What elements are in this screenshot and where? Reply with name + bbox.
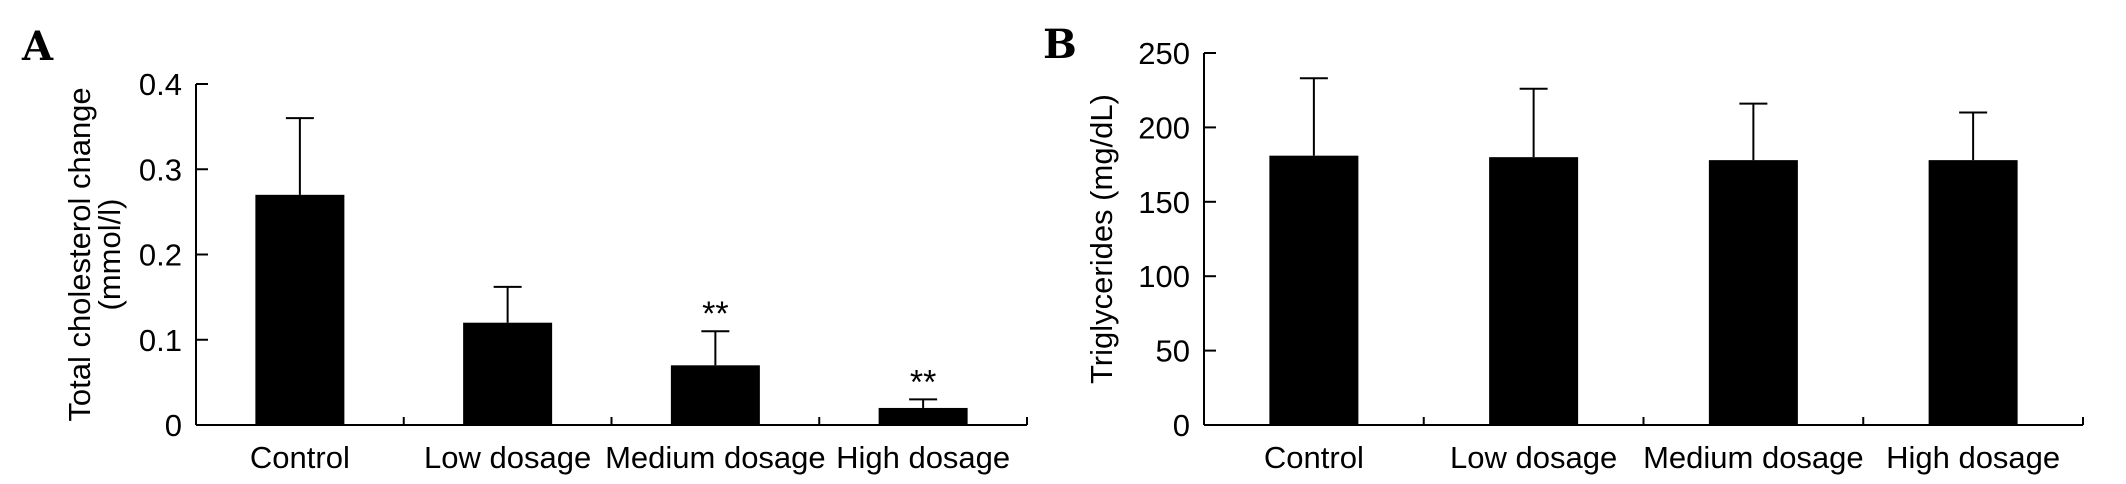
x-tick-label: Medium dosage <box>605 440 826 475</box>
bar <box>1269 155 1359 425</box>
y-tick-label: 0.1 <box>139 323 182 358</box>
significance-marker: ** <box>702 295 728 333</box>
bar <box>1708 160 1798 426</box>
bar <box>1489 157 1579 425</box>
x-tick-label: Medium dosage <box>1643 440 1864 475</box>
panel-b: B 0 50 100 150 200 250 Control Low dosage Medium… <box>1043 21 2084 475</box>
y-tick-label: 150 <box>1138 185 1190 220</box>
y-tick-label: 0.4 <box>139 67 182 102</box>
bar <box>878 407 968 425</box>
bar <box>670 365 760 425</box>
panel-a-letter: A <box>21 23 54 70</box>
y-axis-title: Total cholesterol change <box>62 87 97 421</box>
x-tick-label: High dosage <box>836 440 1010 475</box>
y-tick-label: 250 <box>1138 36 1190 71</box>
y-tick-label: 0 <box>165 408 182 443</box>
panel-b-letter: B <box>1043 21 1077 68</box>
y-tick-label: 200 <box>1138 110 1190 145</box>
x-tick-label: Control <box>1264 440 1364 475</box>
bar <box>255 194 345 425</box>
significance-marker: ** <box>910 363 936 401</box>
bar <box>463 322 553 425</box>
x-tick-label: High dosage <box>1886 440 2060 475</box>
y-tick-label: 0 <box>1173 408 1190 443</box>
y-tick-label: 50 <box>1156 334 1190 369</box>
y-tick-label: 0.3 <box>139 152 182 187</box>
panel-a: A 0 0.1 0.2 0.3 0.4 Control Low dosage ** Medium… <box>21 23 1028 475</box>
x-tick-label: Low dosage <box>1450 440 1617 475</box>
y-axis-title: (mmol/l) <box>92 199 127 311</box>
y-axis-title: Triglycerides (mg/dL) <box>1084 94 1119 384</box>
x-tick-label: Low dosage <box>424 440 591 475</box>
bar <box>1928 160 2018 426</box>
y-tick-label: 0.2 <box>139 238 182 273</box>
y-tick-label: 100 <box>1138 259 1190 294</box>
x-tick-label: Control <box>250 440 350 475</box>
